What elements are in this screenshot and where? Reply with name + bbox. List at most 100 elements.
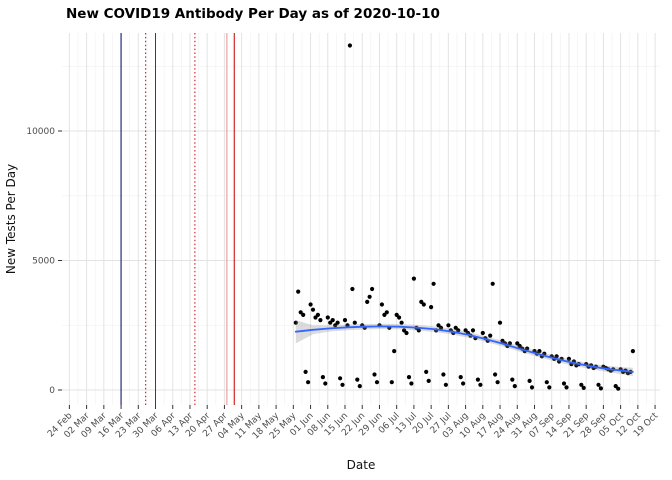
- data-point: [630, 349, 636, 354]
- data-point: [409, 381, 414, 386]
- data-point: [392, 349, 397, 354]
- data-point: [374, 380, 380, 385]
- y-axis-title: New Tests Per Day: [4, 164, 18, 274]
- data-point: [525, 346, 530, 351]
- data-point: [431, 281, 436, 286]
- data-point: [529, 385, 535, 390]
- data-point: [500, 338, 505, 343]
- data-point: [397, 315, 402, 320]
- data-point: [320, 375, 325, 380]
- data-point: [517, 343, 522, 349]
- data-point: [441, 372, 446, 377]
- data-point: [315, 312, 320, 317]
- event-vlines-layer: [120, 33, 235, 405]
- data-point: [596, 382, 601, 387]
- data-point: [323, 381, 328, 386]
- data-point: [461, 381, 466, 386]
- data-point: [566, 356, 572, 361]
- data-point: [458, 375, 463, 380]
- data-point: [419, 299, 424, 304]
- grid-minor-layer: [62, 33, 660, 405]
- data-point: [470, 328, 476, 333]
- data-point: [446, 323, 451, 328]
- y-tick-label: 5000: [32, 257, 55, 267]
- data-point: [488, 333, 493, 338]
- data-point: [495, 380, 500, 385]
- data-point: [406, 375, 412, 380]
- smooth-line-layer: [294, 325, 634, 373]
- data-point: [340, 382, 345, 387]
- data-point: [293, 320, 298, 325]
- data-point: [497, 320, 503, 325]
- data-point: [554, 354, 559, 359]
- data-point: [510, 377, 515, 382]
- data-point: [347, 43, 352, 48]
- data-point: [411, 276, 416, 281]
- data-point: [308, 302, 313, 307]
- data-point: [424, 369, 429, 374]
- data-point: [493, 372, 498, 377]
- y-tick-label: 0: [49, 386, 55, 396]
- smooth-line: [294, 325, 634, 373]
- data-point: [399, 320, 404, 325]
- data-point: [438, 325, 444, 330]
- y-tick-label: 10000: [26, 127, 55, 137]
- data-point: [616, 386, 621, 391]
- data-point: [480, 330, 485, 336]
- data-point: [404, 330, 409, 336]
- data-point: [478, 382, 483, 387]
- data-point: [357, 384, 362, 389]
- data-point: [564, 385, 569, 390]
- data-point: [490, 281, 495, 286]
- data-point: [613, 384, 618, 389]
- x-axis-title: Date: [347, 458, 376, 472]
- data-point: [421, 302, 426, 307]
- data-point: [301, 312, 306, 317]
- confidence-ribbon: [295, 320, 633, 376]
- data-point: [453, 325, 458, 330]
- data-point: [296, 289, 301, 294]
- data-point: [335, 320, 340, 325]
- data-point: [426, 378, 431, 383]
- data-point: [325, 315, 330, 320]
- data-point: [338, 376, 343, 381]
- data-point: [372, 372, 377, 377]
- data-point: [416, 328, 421, 333]
- data-point: [365, 299, 370, 304]
- data-point: [330, 318, 335, 323]
- data-point: [345, 323, 350, 328]
- data-point: [527, 378, 532, 383]
- data-point: [328, 320, 333, 325]
- data-point: [367, 294, 372, 299]
- data-point: [370, 286, 375, 292]
- data-point: [475, 377, 480, 382]
- confidence-ribbon-layer: [295, 320, 633, 376]
- data-point: [429, 305, 434, 310]
- data-point: [507, 341, 512, 346]
- data-point: [306, 380, 311, 385]
- data-point: [342, 318, 348, 323]
- data-point: [537, 349, 542, 354]
- data-point: [384, 310, 389, 315]
- data-point: [544, 380, 549, 385]
- data-point: [303, 369, 308, 374]
- data-point: [443, 382, 448, 387]
- data-point: [298, 310, 303, 315]
- data-point: [352, 320, 357, 325]
- data-point: [310, 307, 316, 312]
- data-point: [456, 328, 461, 333]
- data-point: [579, 382, 584, 387]
- data-point: [581, 385, 586, 390]
- chart-title: New COVID19 Antibody Per Day as of 2020-…: [66, 6, 440, 22]
- data-point: [512, 384, 517, 389]
- data-point: [318, 318, 323, 323]
- data-point: [598, 386, 604, 391]
- data-point: [561, 381, 567, 386]
- data-point: [379, 302, 384, 307]
- data-point: [389, 380, 394, 385]
- data-point: [547, 385, 552, 390]
- data-point: [350, 286, 355, 292]
